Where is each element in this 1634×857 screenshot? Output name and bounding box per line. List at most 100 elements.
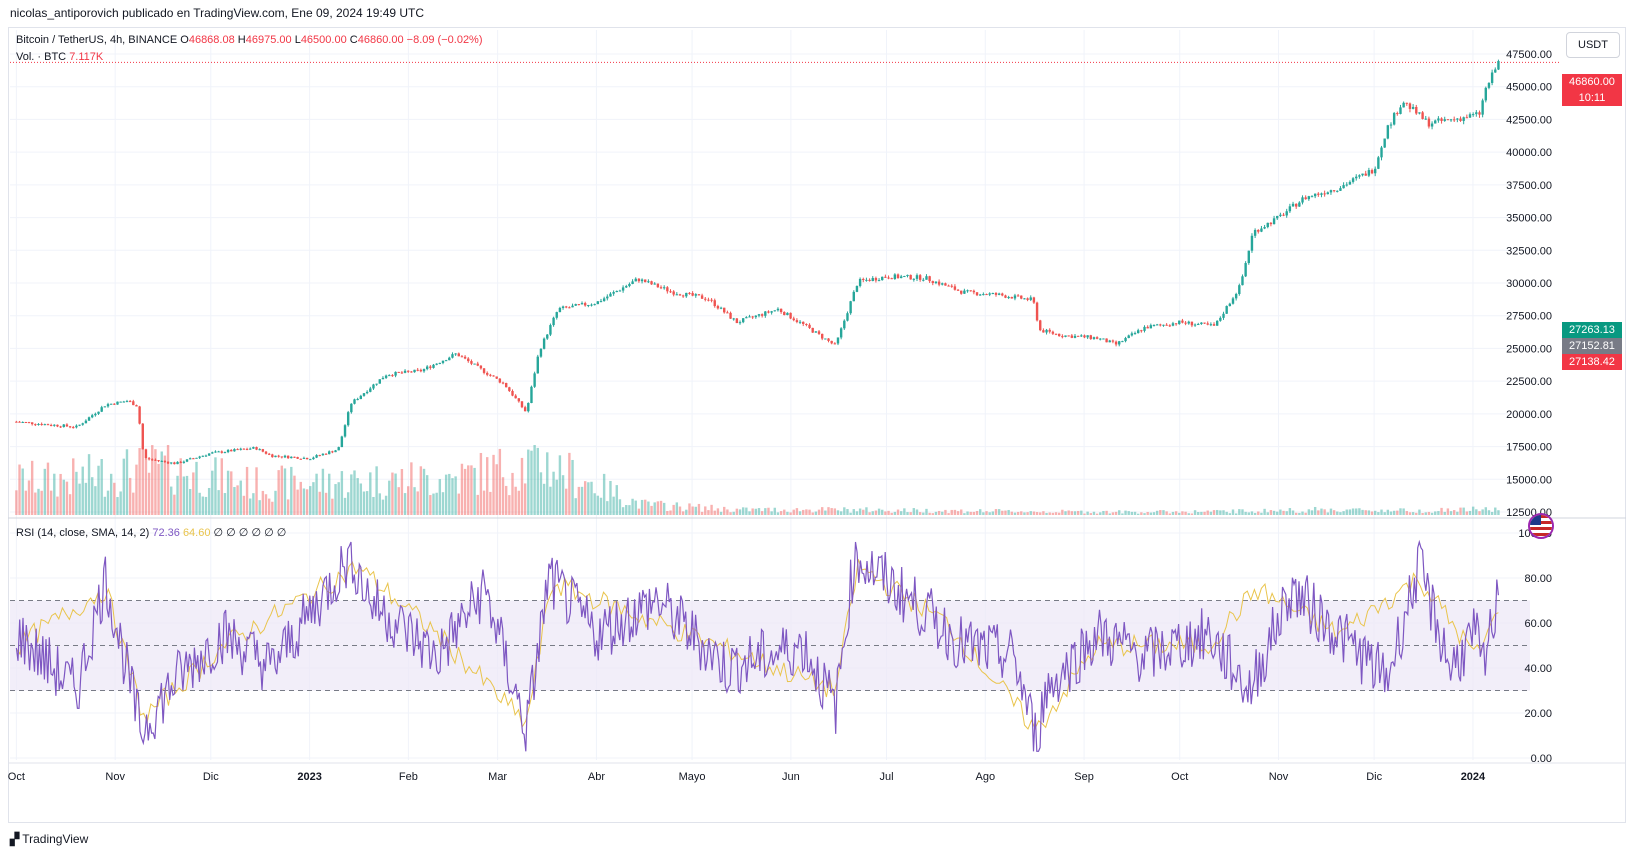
volume-bar <box>1231 509 1235 515</box>
volume-bar <box>267 498 271 515</box>
candle-body <box>1111 340 1115 342</box>
candle-body <box>410 371 413 373</box>
volume-bar <box>1219 510 1222 515</box>
volume-bar <box>359 483 363 515</box>
candle-body <box>656 283 660 288</box>
volume-bar <box>46 462 50 515</box>
candle-body <box>672 291 675 295</box>
volume-bar <box>113 482 116 515</box>
volume-bar <box>1111 512 1115 515</box>
volume-bar <box>1035 512 1039 515</box>
volume-bar <box>441 492 445 515</box>
volume-bar <box>539 472 543 515</box>
volume-bar <box>985 511 988 515</box>
volume-bar <box>884 511 887 515</box>
volume-bar <box>1494 507 1497 515</box>
volume-bar <box>931 513 934 515</box>
volume-bar <box>1070 511 1074 515</box>
candle-body <box>618 290 622 292</box>
volume-bar <box>700 511 704 515</box>
candle-body <box>1380 147 1383 158</box>
symbol-title[interactable]: Bitcoin / TetherUS, 4h, BINANCE <box>16 34 178 46</box>
candle-body <box>606 296 609 299</box>
candle-body <box>1370 170 1374 174</box>
volume-bar <box>233 487 236 515</box>
candle-body <box>1257 229 1260 232</box>
candle-body <box>116 401 119 405</box>
volume-label[interactable]: Vol. · BTC <box>16 51 67 63</box>
volume-bar <box>264 494 268 515</box>
candle-body <box>375 383 378 385</box>
volume-bar <box>1427 511 1431 515</box>
volume-bar <box>309 486 312 515</box>
candle-body <box>735 318 739 324</box>
volume-bar <box>365 491 369 515</box>
candle-body <box>666 287 669 292</box>
volume-bar <box>972 511 976 515</box>
candle-body <box>1484 87 1487 101</box>
volume-bar <box>1497 510 1500 515</box>
time-tick-label: Feb <box>399 771 418 783</box>
candle-body <box>760 314 764 316</box>
candle-body <box>650 281 653 285</box>
volume-bar <box>1415 512 1418 515</box>
volume-bar <box>1399 508 1402 515</box>
volume-bar <box>132 492 135 515</box>
volume-bar <box>527 449 530 515</box>
volume-bar <box>1010 511 1013 515</box>
candle-body <box>343 425 347 437</box>
candle-body <box>798 321 802 323</box>
candle-body <box>353 399 356 404</box>
candle-body <box>1339 188 1342 191</box>
volume-bar <box>1475 509 1478 515</box>
volume-bar <box>830 508 833 515</box>
candle-body <box>425 366 429 370</box>
time-axis[interactable]: Oct Nov Dic 2023 Feb Mar Abr Mayo Jun Jul Ago Sep Oc… <box>8 771 1486 783</box>
candle-body <box>1004 295 1007 298</box>
volume-bar <box>1288 508 1292 515</box>
candle-body <box>1197 324 1200 326</box>
brand[interactable]: ▞ TradingView <box>10 832 88 846</box>
volume-bar <box>1048 512 1051 515</box>
volume-bar <box>277 470 280 515</box>
candle-body <box>1402 102 1405 108</box>
volume-bar <box>173 494 176 515</box>
candle-body <box>489 374 492 376</box>
volume-bar <box>188 488 192 515</box>
volume-bar <box>223 493 227 515</box>
volume-bar <box>764 508 767 515</box>
candle-body <box>419 369 423 372</box>
candle-body <box>1355 176 1358 179</box>
candle-body <box>1152 325 1156 327</box>
volume-bar <box>116 497 119 515</box>
volume-bar <box>192 472 195 515</box>
candle-body <box>937 281 941 285</box>
rsi-tick-label: 60.00 <box>1524 618 1552 630</box>
volume-bar <box>1133 511 1137 515</box>
candle-body <box>609 293 612 297</box>
price-tick-label: 37500.00 <box>1506 180 1552 192</box>
candle-body <box>1377 157 1380 169</box>
volume-bar <box>460 463 464 515</box>
currency-button[interactable]: USDT <box>1566 32 1620 58</box>
candle-body <box>15 421 18 423</box>
candle-body <box>388 375 391 377</box>
candle-body <box>615 290 618 293</box>
candle-body <box>1358 175 1361 177</box>
volume-bar <box>324 492 328 515</box>
candle-body <box>881 276 884 281</box>
candle-body <box>236 449 239 451</box>
volume-bar <box>1105 510 1108 515</box>
rsi-label[interactable]: RSI (14, close, SMA, 14, 2) <box>16 527 150 539</box>
us-flag-icon[interactable] <box>1528 513 1554 539</box>
volume-bar <box>372 496 375 515</box>
candle-body <box>504 382 508 388</box>
volume-bar <box>419 466 423 515</box>
candle-body <box>1061 336 1064 338</box>
volume-bar <box>656 501 660 515</box>
price-axis[interactable]: 47500.00 45000.00 42500.00 40000.00 37500.00… <box>1506 49 1552 519</box>
volume-bar <box>305 489 309 515</box>
volume-bar <box>523 483 527 515</box>
volume-bar <box>242 495 246 515</box>
